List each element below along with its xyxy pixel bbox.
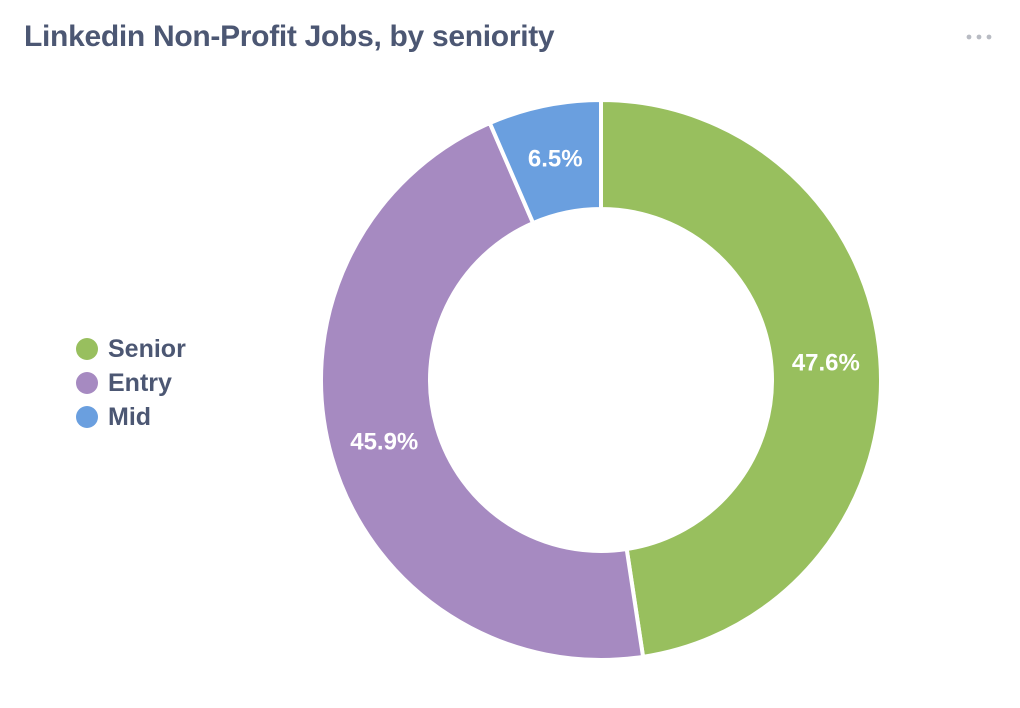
slice-label-entry: 45.9% bbox=[350, 429, 418, 456]
legend-label-senior: Senior bbox=[108, 334, 186, 363]
legend-swatch-entry bbox=[76, 372, 98, 394]
more-options-button[interactable] bbox=[964, 22, 994, 52]
legend-item-entry[interactable]: Entry bbox=[76, 366, 186, 400]
legend-swatch-senior bbox=[76, 338, 98, 360]
more-horizontal-icon bbox=[966, 34, 992, 40]
donut-slice-entry[interactable] bbox=[319, 121, 646, 662]
legend-label-entry: Entry bbox=[108, 368, 172, 397]
legend-label-mid: Mid bbox=[108, 402, 152, 431]
chart-title: Linkedin Non-Profit Jobs, by seniority bbox=[24, 20, 555, 53]
slice-label-senior: 47.6% bbox=[792, 350, 860, 377]
legend-item-mid[interactable]: Mid bbox=[76, 400, 186, 434]
slice-label-mid: 6.5% bbox=[528, 146, 583, 173]
chart-legend: Senior Entry Mid bbox=[76, 332, 186, 434]
donut-slice-senior[interactable] bbox=[599, 98, 884, 659]
legend-item-senior[interactable]: Senior bbox=[76, 332, 186, 366]
legend-swatch-mid bbox=[76, 406, 98, 428]
donut-slice-mid[interactable] bbox=[487, 98, 603, 226]
